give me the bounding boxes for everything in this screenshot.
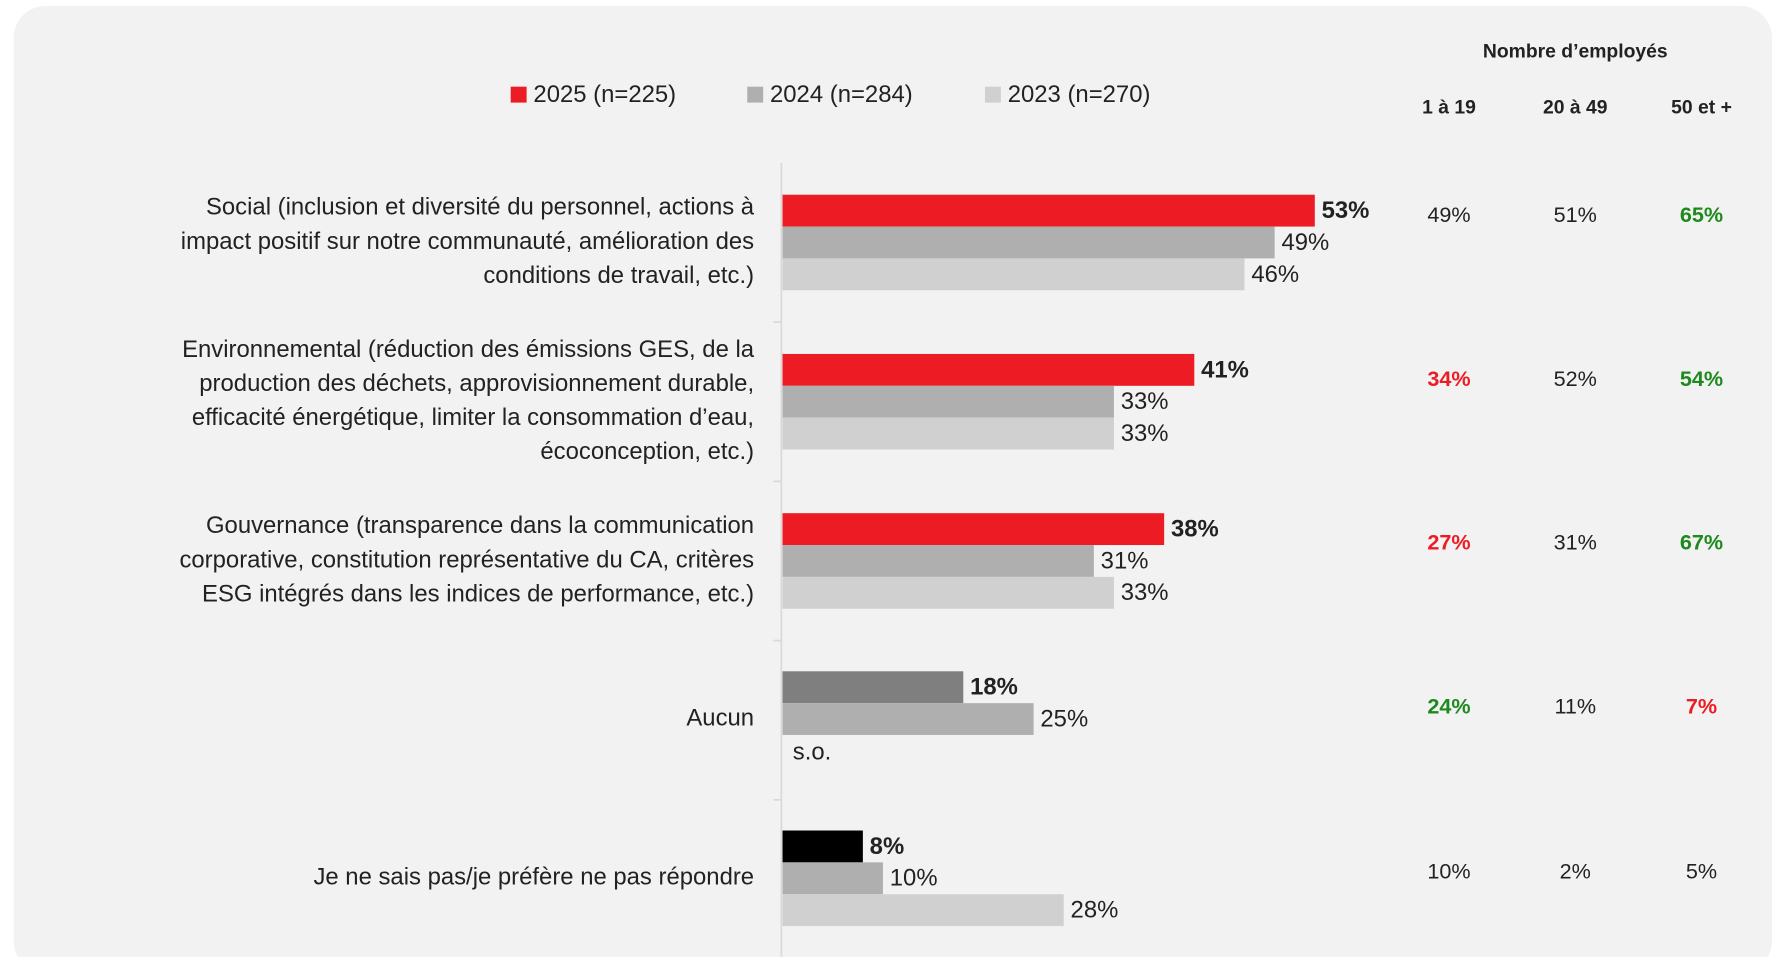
legend-label: 2024 (n=284) bbox=[770, 81, 913, 108]
category-label: Aucun bbox=[686, 704, 754, 731]
bar bbox=[782, 830, 863, 863]
value-label: 8% bbox=[870, 833, 905, 860]
value-label: 49% bbox=[1281, 229, 1329, 256]
table-cell: 54% bbox=[1680, 366, 1723, 391]
category-label: Gouvernance (transparence dans la commun… bbox=[206, 512, 754, 539]
table-column-header: 20 à 49 bbox=[1543, 97, 1608, 118]
legend-label: 2023 (n=270) bbox=[1008, 81, 1151, 108]
bar bbox=[782, 862, 883, 895]
table-cell: 5% bbox=[1686, 858, 1717, 883]
category-label: Social (inclusion et diversité du person… bbox=[206, 194, 755, 221]
bar bbox=[782, 545, 1094, 577]
value-label: 25% bbox=[1040, 706, 1088, 733]
bar bbox=[782, 417, 1114, 450]
table-cell: 27% bbox=[1427, 530, 1470, 555]
category-label: impact positif sur notre communauté, amé… bbox=[181, 228, 754, 255]
value-label: 41% bbox=[1201, 356, 1249, 383]
value-label: 33% bbox=[1121, 420, 1169, 447]
value-label: 46% bbox=[1251, 261, 1299, 288]
value-label: 33% bbox=[1121, 388, 1169, 415]
category-label: corporative, constitution représentative… bbox=[179, 546, 754, 573]
value-label: 18% bbox=[970, 674, 1018, 701]
category-label: Je ne sais pas/je préfère ne pas répondr… bbox=[313, 864, 754, 891]
value-label: 53% bbox=[1322, 197, 1370, 224]
value-label: s.o. bbox=[793, 738, 831, 765]
table-cell: 65% bbox=[1680, 202, 1723, 227]
bar bbox=[782, 258, 1245, 291]
category-label: conditions de travail, etc.) bbox=[483, 262, 754, 289]
value-label: 31% bbox=[1101, 547, 1149, 574]
bar bbox=[782, 513, 1165, 546]
category-label: production des déchets, approvisionnemen… bbox=[199, 370, 754, 397]
bar bbox=[782, 703, 1034, 735]
table-title: Nombre d’employés bbox=[1483, 42, 1668, 63]
value-label: 28% bbox=[1071, 897, 1119, 924]
background bbox=[13, 5, 1773, 957]
value-label: 38% bbox=[1171, 516, 1219, 543]
table-cell: 10% bbox=[1427, 858, 1470, 883]
legend-label: 2025 (n=225) bbox=[533, 81, 676, 108]
bar bbox=[782, 894, 1064, 927]
legend-swatch bbox=[984, 86, 1001, 103]
category-label: ESG intégrés dans les indices de perform… bbox=[202, 580, 754, 607]
table-cell: 52% bbox=[1554, 366, 1597, 391]
table-cell: 24% bbox=[1427, 693, 1470, 718]
bar bbox=[782, 194, 1315, 227]
legend-swatch bbox=[747, 86, 764, 103]
bar bbox=[782, 576, 1114, 609]
bar bbox=[782, 226, 1275, 259]
bar bbox=[782, 385, 1114, 418]
category-label: efficacité énergétique, limiter la conso… bbox=[192, 404, 754, 431]
table-cell: 49% bbox=[1427, 202, 1470, 227]
table-cell: 51% bbox=[1554, 202, 1597, 227]
table-cell: 11% bbox=[1554, 693, 1596, 718]
table-cell: 67% bbox=[1680, 530, 1723, 555]
table-column-header: 1 à 19 bbox=[1422, 97, 1476, 118]
table-cell: 7% bbox=[1686, 693, 1717, 718]
bar bbox=[782, 671, 964, 704]
table-cell: 34% bbox=[1427, 366, 1470, 391]
value-label: 10% bbox=[890, 865, 938, 892]
value-label: 33% bbox=[1121, 579, 1169, 606]
legend-swatch bbox=[510, 86, 527, 103]
category-label: écoconception, etc.) bbox=[540, 438, 754, 465]
bar bbox=[782, 353, 1195, 386]
table-cell: 2% bbox=[1560, 858, 1591, 883]
category-label: Environnemental (réduction des émissions… bbox=[182, 336, 755, 363]
table-cell: 31% bbox=[1554, 530, 1597, 555]
table-column-header: 50 et + bbox=[1671, 97, 1732, 118]
